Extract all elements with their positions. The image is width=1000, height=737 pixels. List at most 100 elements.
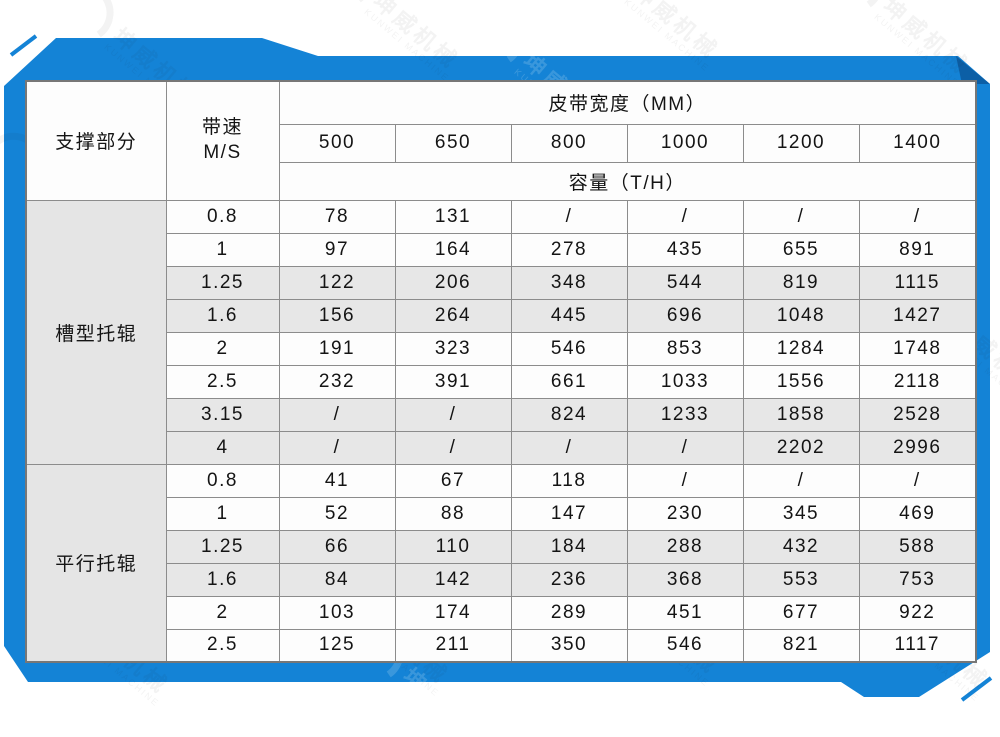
capacity-cell: 289 bbox=[510, 595, 628, 630]
width-value: 1400 bbox=[858, 123, 977, 163]
table-row: 1 52 88 147 230 345 469 bbox=[26, 496, 977, 531]
capacity-cell: / bbox=[278, 397, 396, 432]
capacity-cell: 696 bbox=[626, 298, 744, 333]
capacity-cell: / bbox=[858, 199, 977, 234]
accent-stroke-bottom-right bbox=[960, 676, 993, 702]
capacity-cell: 122 bbox=[278, 265, 396, 300]
capacity-cell: 323 bbox=[394, 331, 512, 366]
capacity-cell: 350 bbox=[510, 628, 628, 663]
capacity-table: 支撑部分 带速 M/S 皮带宽度（MM） 500 650 800 1000 12… bbox=[25, 80, 978, 663]
frame-corner-fold bbox=[956, 56, 990, 84]
capacity-cell: 1284 bbox=[742, 331, 860, 366]
capacity-cell: 1115 bbox=[858, 265, 977, 300]
capacity-cell: 2996 bbox=[858, 430, 977, 465]
capacity-cell: 66 bbox=[278, 529, 396, 564]
section-label: 槽型托辊 bbox=[25, 199, 167, 465]
capacity-cell: / bbox=[626, 463, 744, 498]
speed-cell: 1.6 bbox=[165, 562, 280, 597]
table-row: 槽型托辊 0.8 78 131// / / bbox=[25, 199, 977, 465]
capacity-cell: 544 bbox=[626, 265, 744, 300]
capacity-cell: 546 bbox=[510, 331, 628, 366]
speed-cell: 0.8 bbox=[165, 199, 280, 234]
table-row: 1.6 156 264 445 696 1048 1427 bbox=[26, 298, 977, 333]
belt-speed-header-cn: 带速 bbox=[201, 117, 243, 139]
capacity-cell: 131 bbox=[394, 199, 512, 234]
width-value: 1200 bbox=[742, 123, 860, 163]
capacity-cell: 110 bbox=[394, 529, 512, 564]
capacity-header: 容量（T/H） bbox=[278, 161, 977, 201]
capacity-cell: 819 bbox=[742, 265, 860, 300]
width-value: 1000 bbox=[626, 123, 744, 163]
capacity-cell: 922 bbox=[858, 595, 977, 630]
table-row: 1.6 84 142 236 368 553 753 bbox=[26, 562, 977, 597]
speed-cell: 1.25 bbox=[165, 265, 280, 300]
capacity-cell: 164 bbox=[394, 232, 512, 267]
capacity-cell: 345 bbox=[742, 496, 860, 531]
width-value: 650 bbox=[394, 123, 512, 163]
capacity-cell: / bbox=[510, 199, 628, 234]
table-row: 1 97 164 278 435 655 891 bbox=[26, 232, 977, 267]
table-row: 1.25 122 206 348 544 819 1115 bbox=[26, 265, 977, 300]
capacity-cell: / bbox=[626, 430, 744, 465]
table-row: 2 103 174 289 451 677 922 bbox=[26, 595, 977, 630]
capacity-cell: 891 bbox=[858, 232, 977, 267]
capacity-cell: 546 bbox=[626, 628, 744, 663]
capacity-cell: 753 bbox=[858, 562, 977, 597]
capacity-cell: 147 bbox=[510, 496, 628, 531]
capacity-cell: 445 bbox=[510, 298, 628, 333]
width-value: 500 bbox=[278, 123, 396, 163]
speed-cell: 1 bbox=[165, 496, 280, 531]
capacity-cell: / bbox=[742, 463, 860, 498]
speed-cell: 2.5 bbox=[165, 628, 280, 663]
width-values-row: 500 650 800 1000 1200 1400 bbox=[26, 123, 977, 163]
capacity-cell: 191 bbox=[278, 331, 396, 366]
capacity-cell: 1233 bbox=[626, 397, 744, 432]
capacity-cell: 1858 bbox=[742, 397, 860, 432]
capacity-cell: 236 bbox=[510, 562, 628, 597]
capacity-cell: 1427 bbox=[858, 298, 977, 333]
capacity-cell: 655 bbox=[742, 232, 860, 267]
capacity-cell: 2118 bbox=[858, 364, 977, 399]
speed-cell: 1 bbox=[165, 232, 280, 267]
capacity-cell: 1048 bbox=[742, 298, 860, 333]
capacity-cell: 118 bbox=[510, 463, 628, 498]
capacity-cell: 661 bbox=[510, 364, 628, 399]
capacity-cell: 125 bbox=[278, 628, 396, 663]
capacity-cell: 853 bbox=[626, 331, 744, 366]
speed-cell: 4 bbox=[165, 430, 280, 465]
capacity-cell: 588 bbox=[858, 529, 977, 564]
table-row: 2.5 232 391 661 1033 1556 2118 bbox=[26, 364, 977, 399]
table-row: 2 191 323 546 853 1284 1748 bbox=[26, 331, 977, 366]
capacity-cell: 451 bbox=[626, 595, 744, 630]
capacity-cell: 264 bbox=[394, 298, 512, 333]
capacity-cell: 88 bbox=[394, 496, 512, 531]
width-value: 800 bbox=[510, 123, 628, 163]
capacity-cell: 78 bbox=[278, 199, 396, 234]
capacity-cell: 1117 bbox=[858, 628, 977, 663]
capacity-cell: 156 bbox=[278, 298, 396, 333]
capacity-cell: 2202 bbox=[742, 430, 860, 465]
capacity-cell: 348 bbox=[510, 265, 628, 300]
capacity-cell: 469 bbox=[858, 496, 977, 531]
capacity-cell: 824 bbox=[510, 397, 628, 432]
capacity-cell: 174 bbox=[394, 595, 512, 630]
table-row: 平行托辊 0.8 41 67 118// / bbox=[25, 463, 977, 663]
speed-cell: 3.15 bbox=[165, 397, 280, 432]
capacity-cell: 211 bbox=[394, 628, 512, 663]
capacity-cell: 1033 bbox=[626, 364, 744, 399]
belt-speed-header-unit: M/S bbox=[203, 141, 242, 163]
speed-cell: 1.25 bbox=[165, 529, 280, 564]
capacity-cell: / bbox=[742, 199, 860, 234]
section-label: 平行托辊 bbox=[25, 463, 167, 663]
table-row: 1.25 66 110 184 288 432 588 bbox=[26, 529, 977, 564]
capacity-cell: 84 bbox=[278, 562, 396, 597]
belt-width-header: 皮带宽度（MM） bbox=[278, 80, 977, 125]
capacity-cell: / bbox=[394, 430, 512, 465]
speed-cell: 2 bbox=[165, 595, 280, 630]
capacity-cell: 52 bbox=[278, 496, 396, 531]
capacity-cell: 677 bbox=[742, 595, 860, 630]
capacity-cell: / bbox=[278, 430, 396, 465]
capacity-cell: 288 bbox=[626, 529, 744, 564]
speed-cell: 1.6 bbox=[165, 298, 280, 333]
